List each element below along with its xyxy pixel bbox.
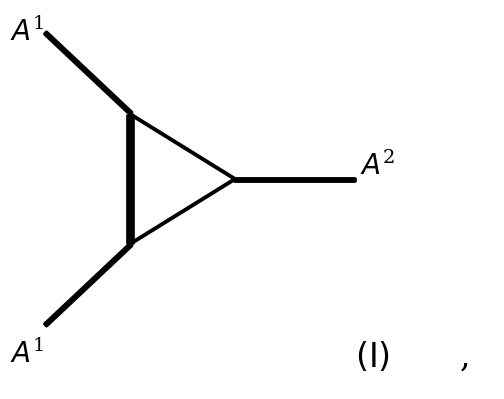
Text: ,: , [460, 342, 471, 374]
Text: $\mathit{A}^{\mathregular{2}}$: $\mathit{A}^{\mathregular{2}}$ [360, 151, 395, 181]
Text: $\mathrm{(I)}$: $\mathrm{(I)}$ [355, 340, 390, 374]
Text: $\mathit{A}^{\mathregular{1}}$: $\mathit{A}^{\mathregular{1}}$ [10, 339, 44, 369]
Text: $\mathit{A}^{\mathregular{1}}$: $\mathit{A}^{\mathregular{1}}$ [10, 17, 44, 47]
